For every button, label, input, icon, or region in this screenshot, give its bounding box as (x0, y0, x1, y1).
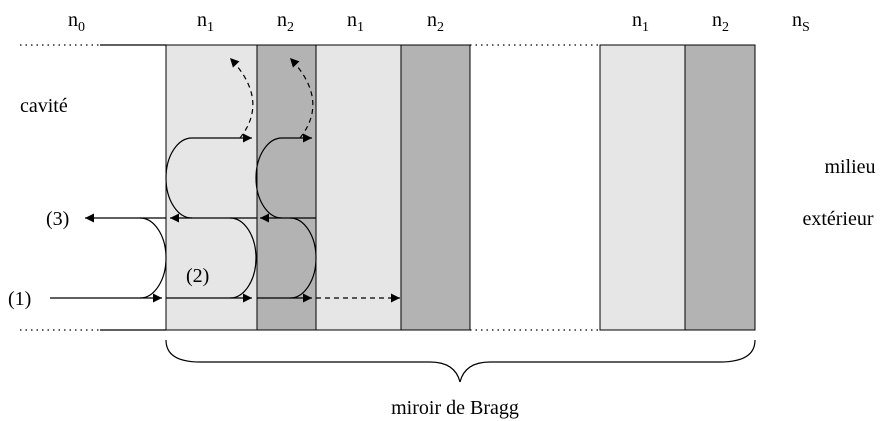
ray-label: (3) (46, 208, 69, 230)
dashed-arc (289, 57, 314, 139)
index-sub: 0 (78, 20, 85, 35)
index-sub: 2 (722, 20, 729, 35)
index-base: n (347, 9, 357, 31)
layer-n1 (165, 44, 258, 331)
layer-label: n2 (277, 9, 294, 35)
index-sub: 2 (287, 20, 294, 35)
index-sub: 2 (437, 20, 444, 35)
index-base: n (712, 9, 722, 31)
layer-labels: n0 n1 n2 n1 n2 n1 n2 nS (68, 9, 810, 35)
caption: miroir de Bragg (391, 397, 519, 419)
layer-n2 (400, 44, 471, 331)
layer-label: n2 (712, 9, 729, 35)
layer-n2 (256, 44, 317, 331)
index-sub: 1 (357, 20, 364, 35)
rays (50, 57, 400, 303)
layer-label: n0 (68, 9, 85, 35)
arc (139, 217, 167, 299)
arc (165, 137, 193, 219)
arc (229, 217, 257, 299)
right-label: extérieur (802, 208, 873, 230)
dashed-arc (229, 57, 254, 139)
right-label: milieu (824, 156, 875, 178)
index-base: n (68, 9, 78, 31)
layer-n1 (315, 44, 402, 331)
layer-n1 (599, 44, 686, 331)
ray-label: (1) (8, 288, 31, 310)
index-base: n (792, 9, 802, 31)
index-base: n (197, 9, 207, 31)
brace (165, 339, 756, 383)
layer-n2 (684, 44, 756, 331)
index-base: n (427, 9, 437, 31)
index-base: n (632, 9, 642, 31)
index-base: n (277, 9, 287, 31)
layers (165, 44, 756, 331)
index-sub: S (802, 20, 810, 35)
layer-label: n2 (427, 9, 444, 35)
index-sub: 1 (207, 20, 214, 35)
arc (255, 137, 283, 219)
layer-label: n1 (632, 9, 649, 35)
layer-label: n1 (347, 9, 364, 35)
layer-label: nS (792, 9, 810, 35)
layer-label: n1 (197, 9, 214, 35)
arc (289, 217, 317, 299)
ray-label: (2) (186, 265, 209, 287)
cavity-label: cavité (20, 95, 68, 117)
boundaries (20, 44, 600, 331)
index-sub: 1 (642, 20, 649, 35)
